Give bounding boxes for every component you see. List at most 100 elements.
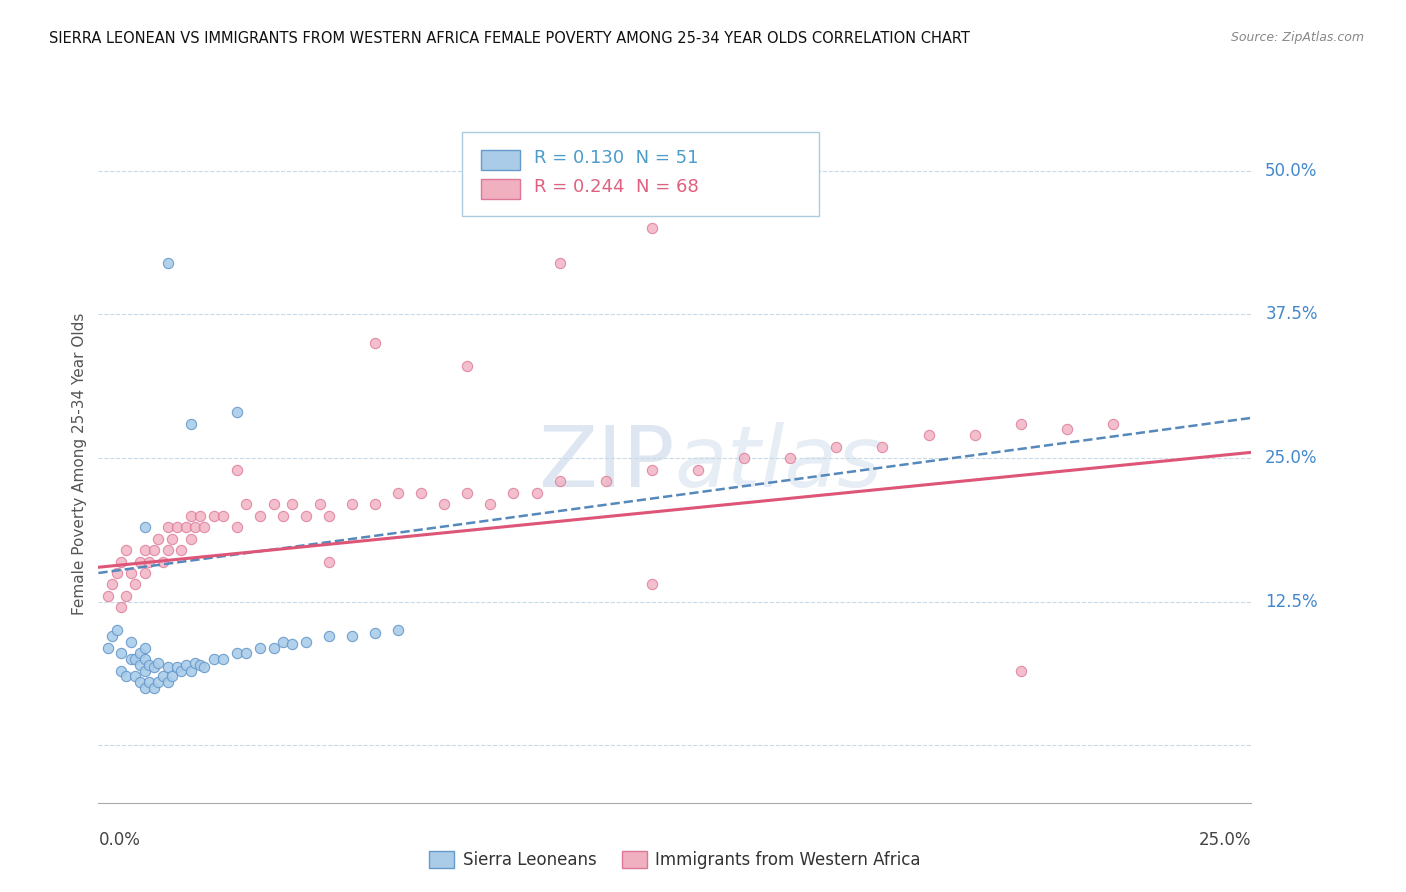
Point xyxy=(184,520,207,534)
FancyBboxPatch shape xyxy=(461,132,818,217)
Point xyxy=(249,508,271,523)
Text: R = 0.130  N = 51: R = 0.130 N = 51 xyxy=(534,149,699,167)
Point xyxy=(641,221,664,235)
Y-axis label: Female Poverty Among 25-34 Year Olds: Female Poverty Among 25-34 Year Olds xyxy=(72,313,87,615)
Point xyxy=(129,647,152,661)
Point xyxy=(97,640,120,655)
Point xyxy=(129,554,152,568)
Point xyxy=(188,657,211,672)
Point xyxy=(110,647,132,661)
Point xyxy=(188,508,211,523)
Point xyxy=(318,629,340,643)
Point xyxy=(308,497,330,511)
Point xyxy=(120,652,142,666)
Point xyxy=(456,359,478,374)
FancyBboxPatch shape xyxy=(481,150,520,170)
Point xyxy=(180,532,202,546)
Point xyxy=(225,520,247,534)
Point xyxy=(174,520,197,534)
Point xyxy=(202,508,225,523)
Point xyxy=(101,629,124,643)
Point xyxy=(641,577,664,591)
Point xyxy=(152,554,174,568)
Point xyxy=(180,417,202,431)
Point xyxy=(120,635,142,649)
Point xyxy=(110,554,132,568)
Point xyxy=(779,451,801,466)
Point xyxy=(110,664,132,678)
Point xyxy=(212,508,235,523)
Point xyxy=(963,428,986,442)
Point xyxy=(156,520,179,534)
Text: R = 0.244  N = 68: R = 0.244 N = 68 xyxy=(534,178,699,196)
Point xyxy=(105,566,128,580)
Text: 25.0%: 25.0% xyxy=(1199,830,1251,848)
Point xyxy=(193,660,215,674)
Point xyxy=(148,675,170,690)
Point xyxy=(138,675,160,690)
Point xyxy=(364,336,387,351)
Point xyxy=(340,497,363,511)
Point xyxy=(387,485,409,500)
Point xyxy=(249,640,271,655)
Point xyxy=(115,589,138,603)
Point xyxy=(318,554,340,568)
Point xyxy=(202,652,225,666)
Point xyxy=(340,629,363,643)
Point xyxy=(156,256,179,270)
Text: 25.0%: 25.0% xyxy=(1265,449,1317,467)
Point xyxy=(184,656,207,670)
Point xyxy=(134,681,156,695)
Point xyxy=(148,656,170,670)
Point xyxy=(281,637,304,651)
Point xyxy=(433,497,456,511)
Point xyxy=(174,657,197,672)
Point xyxy=(364,625,387,640)
Point xyxy=(142,681,165,695)
Point xyxy=(387,624,409,638)
Point xyxy=(138,657,160,672)
Point xyxy=(152,669,174,683)
Point xyxy=(595,474,617,488)
Point xyxy=(235,497,257,511)
Point xyxy=(502,485,524,500)
Point xyxy=(271,635,294,649)
Point xyxy=(263,497,285,511)
Legend: Sierra Leoneans, Immigrants from Western Africa: Sierra Leoneans, Immigrants from Western… xyxy=(423,845,927,876)
Point xyxy=(479,497,502,511)
Point xyxy=(120,566,142,580)
Text: atlas: atlas xyxy=(675,422,883,506)
Point xyxy=(142,660,165,674)
Point xyxy=(271,508,294,523)
Point xyxy=(526,485,548,500)
Text: 12.5%: 12.5% xyxy=(1265,592,1317,611)
Point xyxy=(110,600,132,615)
Point xyxy=(263,640,285,655)
Point xyxy=(134,640,156,655)
Point xyxy=(134,520,156,534)
Point xyxy=(124,652,146,666)
Text: SIERRA LEONEAN VS IMMIGRANTS FROM WESTERN AFRICA FEMALE POVERTY AMONG 25-34 YEAR: SIERRA LEONEAN VS IMMIGRANTS FROM WESTER… xyxy=(49,31,970,46)
Text: ZIP: ZIP xyxy=(538,422,675,506)
Point xyxy=(180,508,202,523)
Point xyxy=(733,451,755,466)
Point xyxy=(129,675,152,690)
Point xyxy=(318,508,340,523)
Point xyxy=(548,256,571,270)
Point xyxy=(160,669,183,683)
Point xyxy=(825,440,848,454)
Point xyxy=(364,497,387,511)
Point xyxy=(134,664,156,678)
Point xyxy=(281,497,304,511)
Point xyxy=(124,669,146,683)
Point xyxy=(115,543,138,558)
Point xyxy=(180,664,202,678)
Point xyxy=(97,589,120,603)
Point xyxy=(1010,417,1032,431)
Text: 37.5%: 37.5% xyxy=(1265,305,1317,324)
Point xyxy=(170,664,193,678)
FancyBboxPatch shape xyxy=(481,179,520,200)
Point xyxy=(1102,417,1125,431)
Point xyxy=(411,485,433,500)
Point xyxy=(1010,664,1032,678)
